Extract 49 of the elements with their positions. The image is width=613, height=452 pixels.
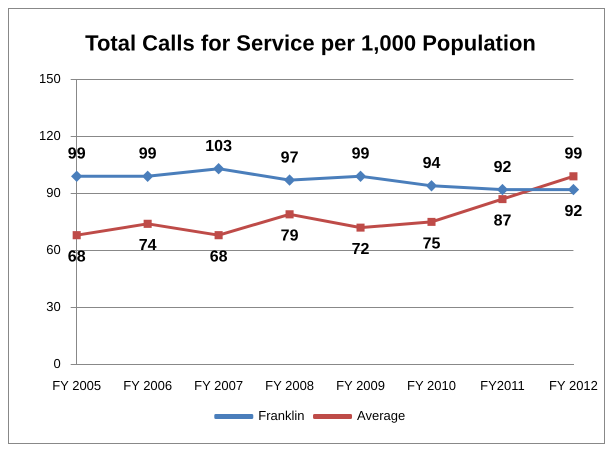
point: [286, 210, 294, 218]
data-label: 72: [352, 241, 370, 258]
point: [214, 231, 223, 240]
legend-label: Average: [357, 408, 406, 424]
x-tick-label: FY 2012: [548, 378, 598, 393]
data-label: 68: [68, 248, 86, 266]
point: [426, 180, 438, 192]
data-label: 99: [138, 146, 157, 163]
point: [144, 220, 152, 228]
data-label: 92: [494, 159, 512, 176]
point: [71, 170, 82, 182]
data-label: 103: [205, 138, 232, 156]
chart-title: Total Calls for Service per 1,000 Population: [85, 30, 536, 56]
data-label: 97: [280, 150, 299, 167]
point: [496, 184, 508, 196]
data-label: 99: [352, 146, 370, 163]
y-tick-label: 90: [46, 184, 61, 200]
point: [284, 174, 296, 186]
point: [568, 184, 579, 196]
data-label: 87: [494, 212, 512, 230]
point: [427, 218, 436, 226]
point: [72, 231, 81, 240]
data-label: 68: [210, 248, 228, 266]
data-label: 79: [280, 228, 299, 245]
data-label: 99: [564, 146, 582, 163]
point: [142, 170, 154, 182]
x-tick-label: FY 2010: [407, 378, 456, 393]
point: [498, 195, 506, 204]
x-tick-label: FY2011: [480, 378, 525, 393]
x-tick-label: FY 2008: [265, 378, 314, 393]
y-tick-label: 0: [53, 356, 61, 371]
x-tick-label: FY 2006: [123, 378, 172, 393]
data-label: 94: [422, 155, 441, 172]
y-tick-label: 30: [46, 298, 61, 314]
y-tick-label: 60: [46, 242, 61, 257]
x-tick-label: FY 2007: [194, 378, 244, 393]
x-tick-label: FY 2009: [336, 378, 385, 393]
data-label: 92: [564, 203, 582, 220]
y-tick-label: 120: [38, 128, 61, 143]
data-label: 99: [68, 146, 86, 163]
y-tick-label: 150: [38, 70, 61, 86]
point: [356, 224, 365, 232]
data-label: 75: [422, 235, 441, 252]
point: [355, 170, 366, 182]
point: [569, 172, 578, 180]
point: [213, 163, 224, 174]
data-label: 74: [138, 237, 157, 254]
legend-label: Franklin: [258, 408, 305, 424]
x-tick-label: FY 2005: [52, 378, 102, 393]
